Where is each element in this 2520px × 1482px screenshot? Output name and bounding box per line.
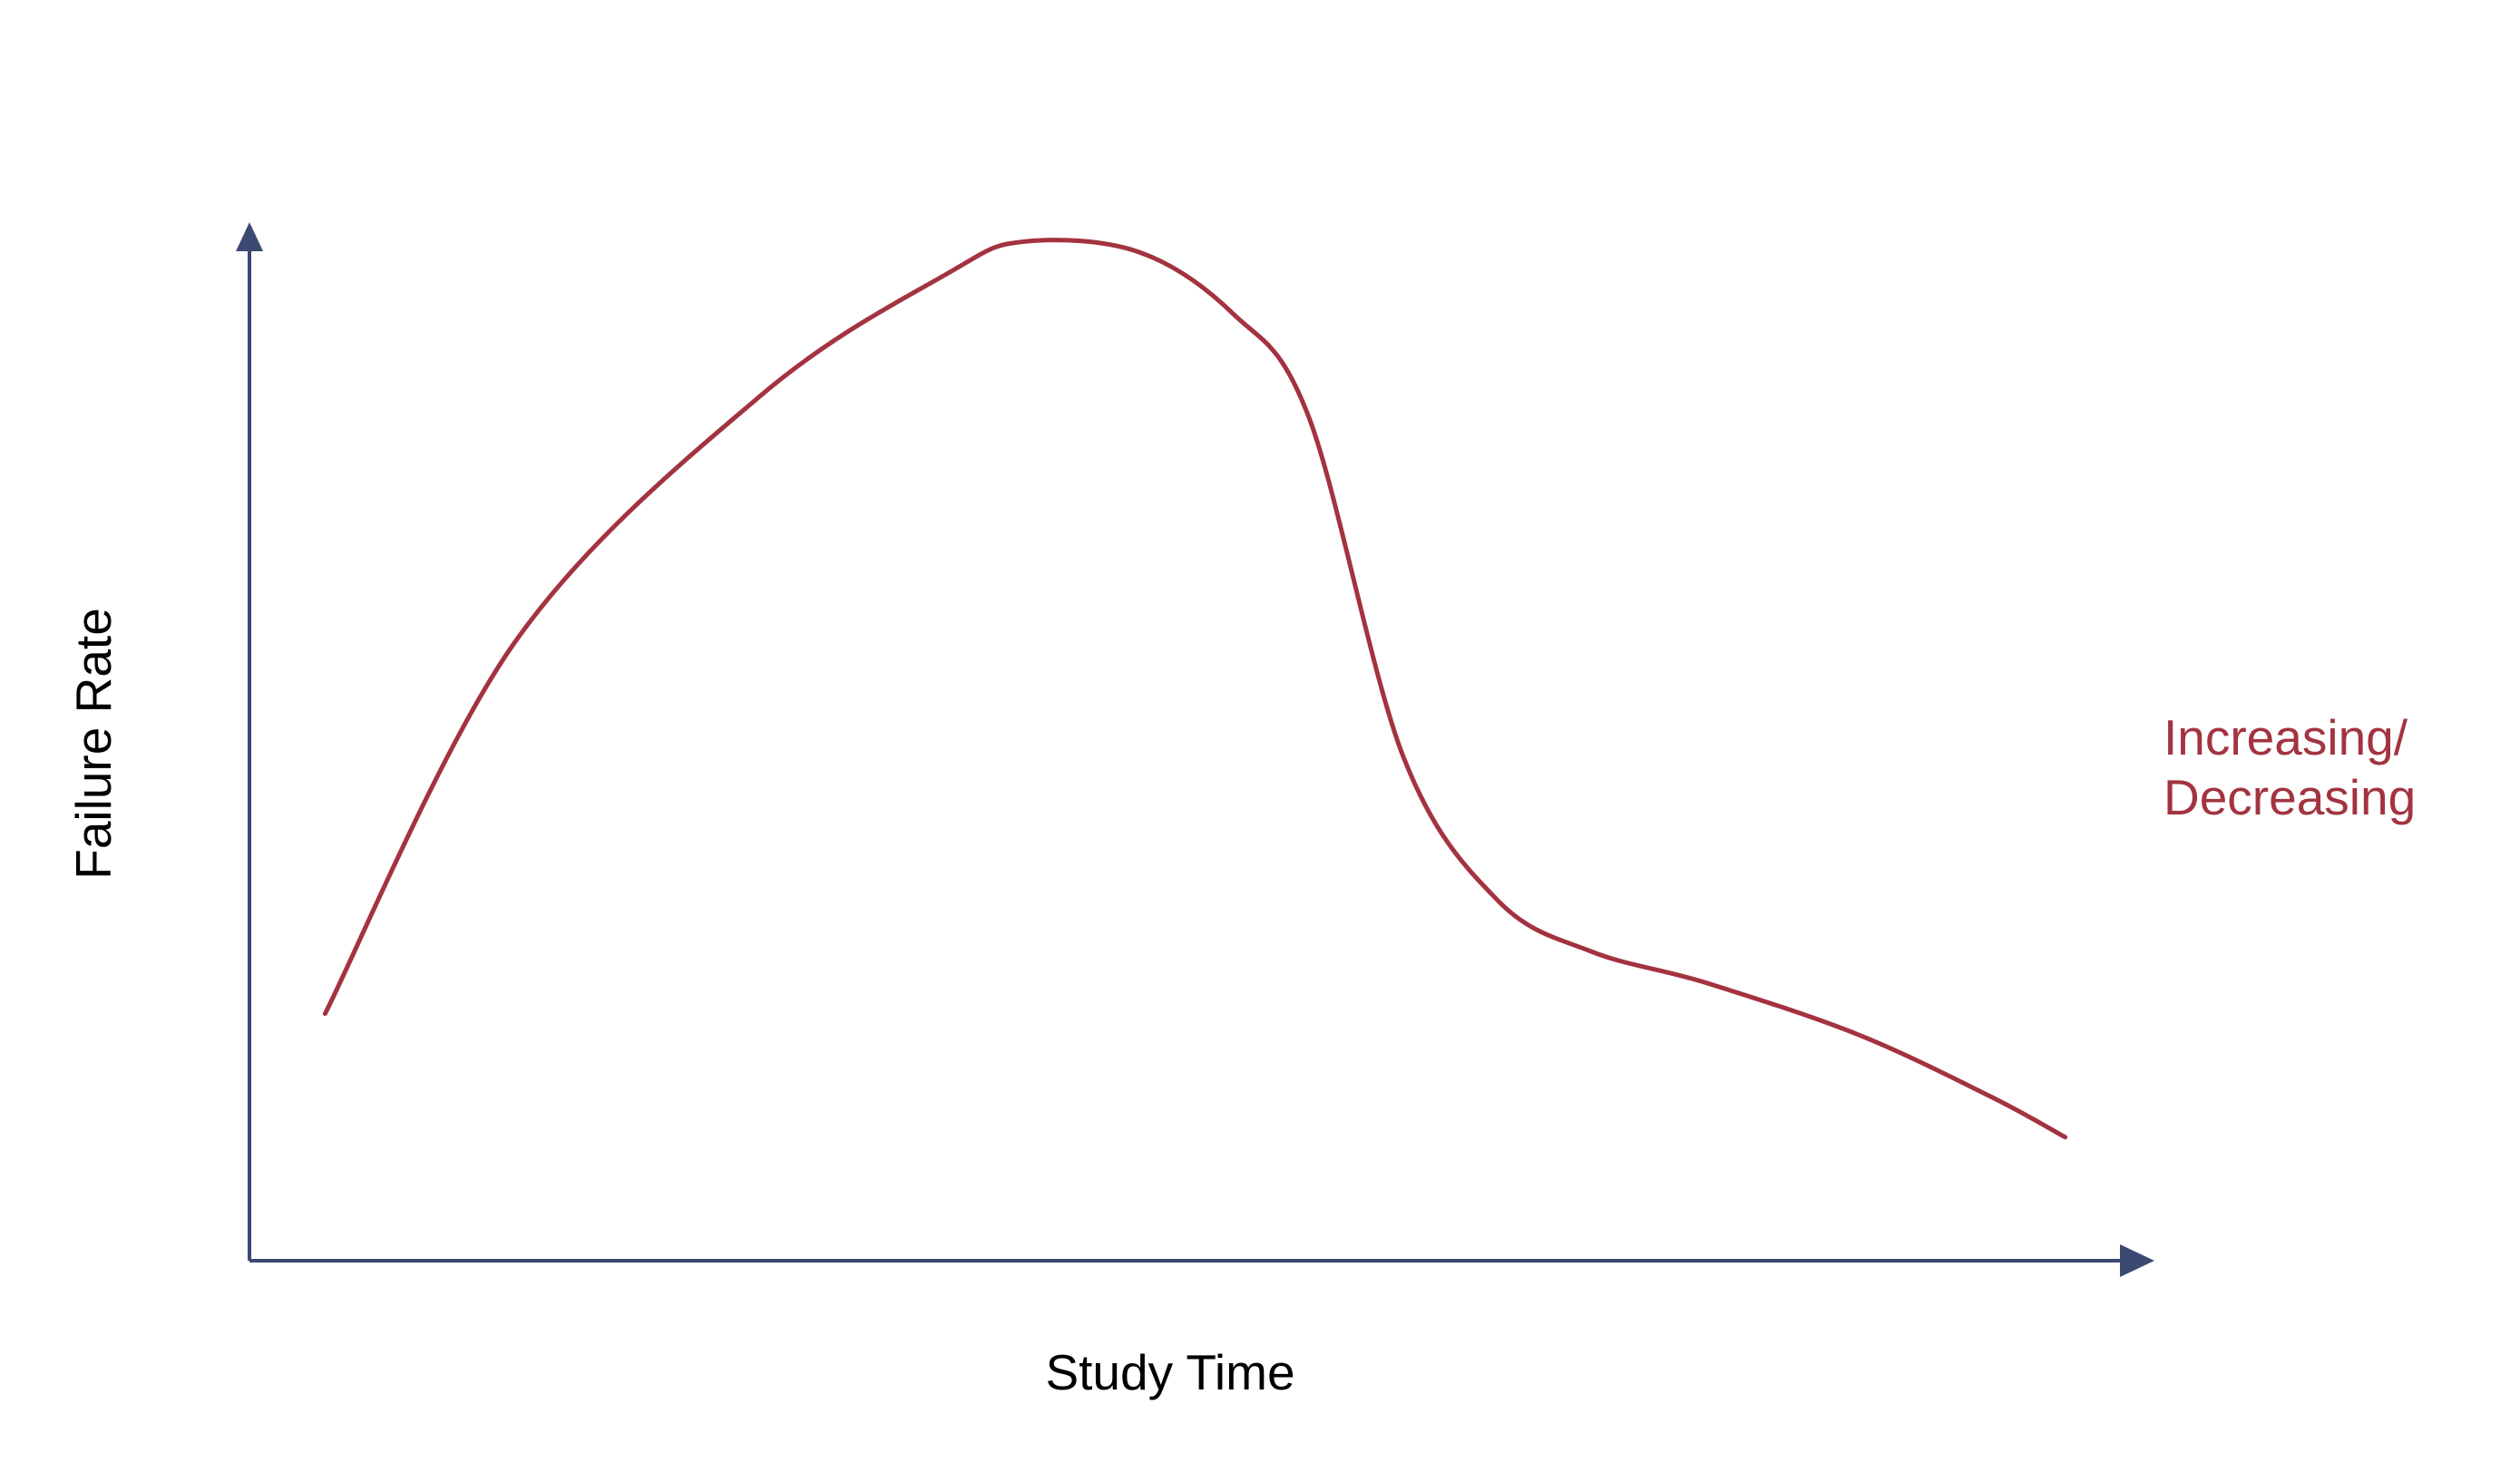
series-label-line: Decreasing <box>2163 769 2416 825</box>
series-label: Increasing/ Decreasing <box>2163 709 2421 825</box>
y-axis <box>236 222 263 1261</box>
x-axis-arrowhead <box>2120 1244 2154 1277</box>
series-line <box>322 238 2068 1140</box>
y-axis-label: Failure Rate <box>65 608 122 880</box>
y-axis-arrowhead <box>236 222 263 251</box>
series-label-line: Increasing/ <box>2163 709 2408 765</box>
x-axis-label: Study Time <box>1045 1344 1294 1400</box>
x-axis <box>249 1244 2154 1277</box>
